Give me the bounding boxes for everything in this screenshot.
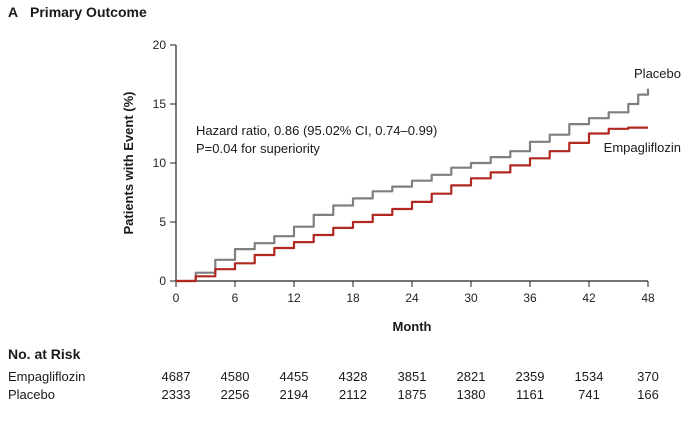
x-tick-label: 30 bbox=[464, 291, 478, 305]
risk-cell: 2194 bbox=[279, 387, 309, 402]
risk-cell: 2112 bbox=[339, 387, 367, 402]
x-tick-label: 0 bbox=[173, 291, 180, 305]
risk-cell: 3851 bbox=[397, 369, 427, 384]
risk-cell: 741 bbox=[578, 387, 600, 402]
figure-title-text: Primary Outcome bbox=[30, 4, 147, 20]
annotation-line: P=0.04 for superiority bbox=[196, 141, 320, 156]
x-axis-label: Month bbox=[393, 319, 432, 334]
risk-row-empagliflozin: Empagliflozin 4687 4580 4455 4328 3851 2821 235… bbox=[0, 369, 700, 387]
risk-cell: 4328 bbox=[338, 369, 368, 384]
risk-cell: 2821 bbox=[456, 369, 486, 384]
annotation-line: Hazard ratio, 0.86 (95.02% CI, 0.74–0.99… bbox=[196, 123, 437, 138]
risk-cell: 2256 bbox=[220, 387, 250, 402]
x-tick-label: 24 bbox=[405, 291, 419, 305]
figure-title: A Primary Outcome bbox=[8, 4, 147, 20]
risk-cell: 4455 bbox=[279, 369, 309, 384]
kaplan-meier-chart: 0 5 10 15 20 0 6 12 18 24 30 36 42 48 Month Patients wi… bbox=[121, 38, 681, 334]
risk-cell: 2359 bbox=[515, 369, 545, 384]
x-tick-label: 42 bbox=[582, 291, 596, 305]
panel-letter: A bbox=[8, 4, 19, 20]
x-tick-label: 6 bbox=[232, 291, 239, 305]
series-line-placebo bbox=[176, 88, 650, 283]
risk-cell: 1534 bbox=[574, 369, 604, 384]
y-tick-label: 10 bbox=[153, 156, 167, 170]
risk-cell: 166 bbox=[637, 387, 659, 402]
risk-cell: 4687 bbox=[161, 369, 191, 384]
y-axis-label: Patients with Event (%) bbox=[121, 91, 136, 234]
series-label-placebo: Placebo bbox=[634, 66, 681, 81]
series-label-empagliflozin: Empagliflozin bbox=[604, 140, 681, 155]
series-line-empagliflozin bbox=[176, 126, 648, 283]
risk-cell: 2333 bbox=[161, 387, 191, 402]
x-tick-label: 18 bbox=[346, 291, 360, 305]
y-tick-label: 15 bbox=[153, 97, 167, 111]
risk-cell: 370 bbox=[637, 369, 659, 384]
risk-cell: 1380 bbox=[456, 387, 486, 402]
risk-table-title: No. at Risk bbox=[8, 346, 81, 362]
risk-row-label: Placebo bbox=[8, 387, 55, 402]
risk-cell: 1875 bbox=[397, 387, 427, 402]
y-tick-label: 5 bbox=[159, 215, 166, 229]
risk-row-label: Empagliflozin bbox=[8, 369, 86, 384]
x-tick-label: 36 bbox=[523, 291, 537, 305]
risk-cell: 4580 bbox=[220, 369, 250, 384]
x-tick-label: 48 bbox=[641, 291, 655, 305]
y-tick-label: 0 bbox=[159, 274, 166, 288]
y-tick-label: 20 bbox=[153, 38, 167, 52]
risk-cell: 1161 bbox=[516, 387, 544, 402]
risk-row-placebo: Placebo 2333 2256 2194 2112 1875 1380 1161 741 16… bbox=[0, 387, 700, 405]
x-tick-label: 12 bbox=[287, 291, 301, 305]
